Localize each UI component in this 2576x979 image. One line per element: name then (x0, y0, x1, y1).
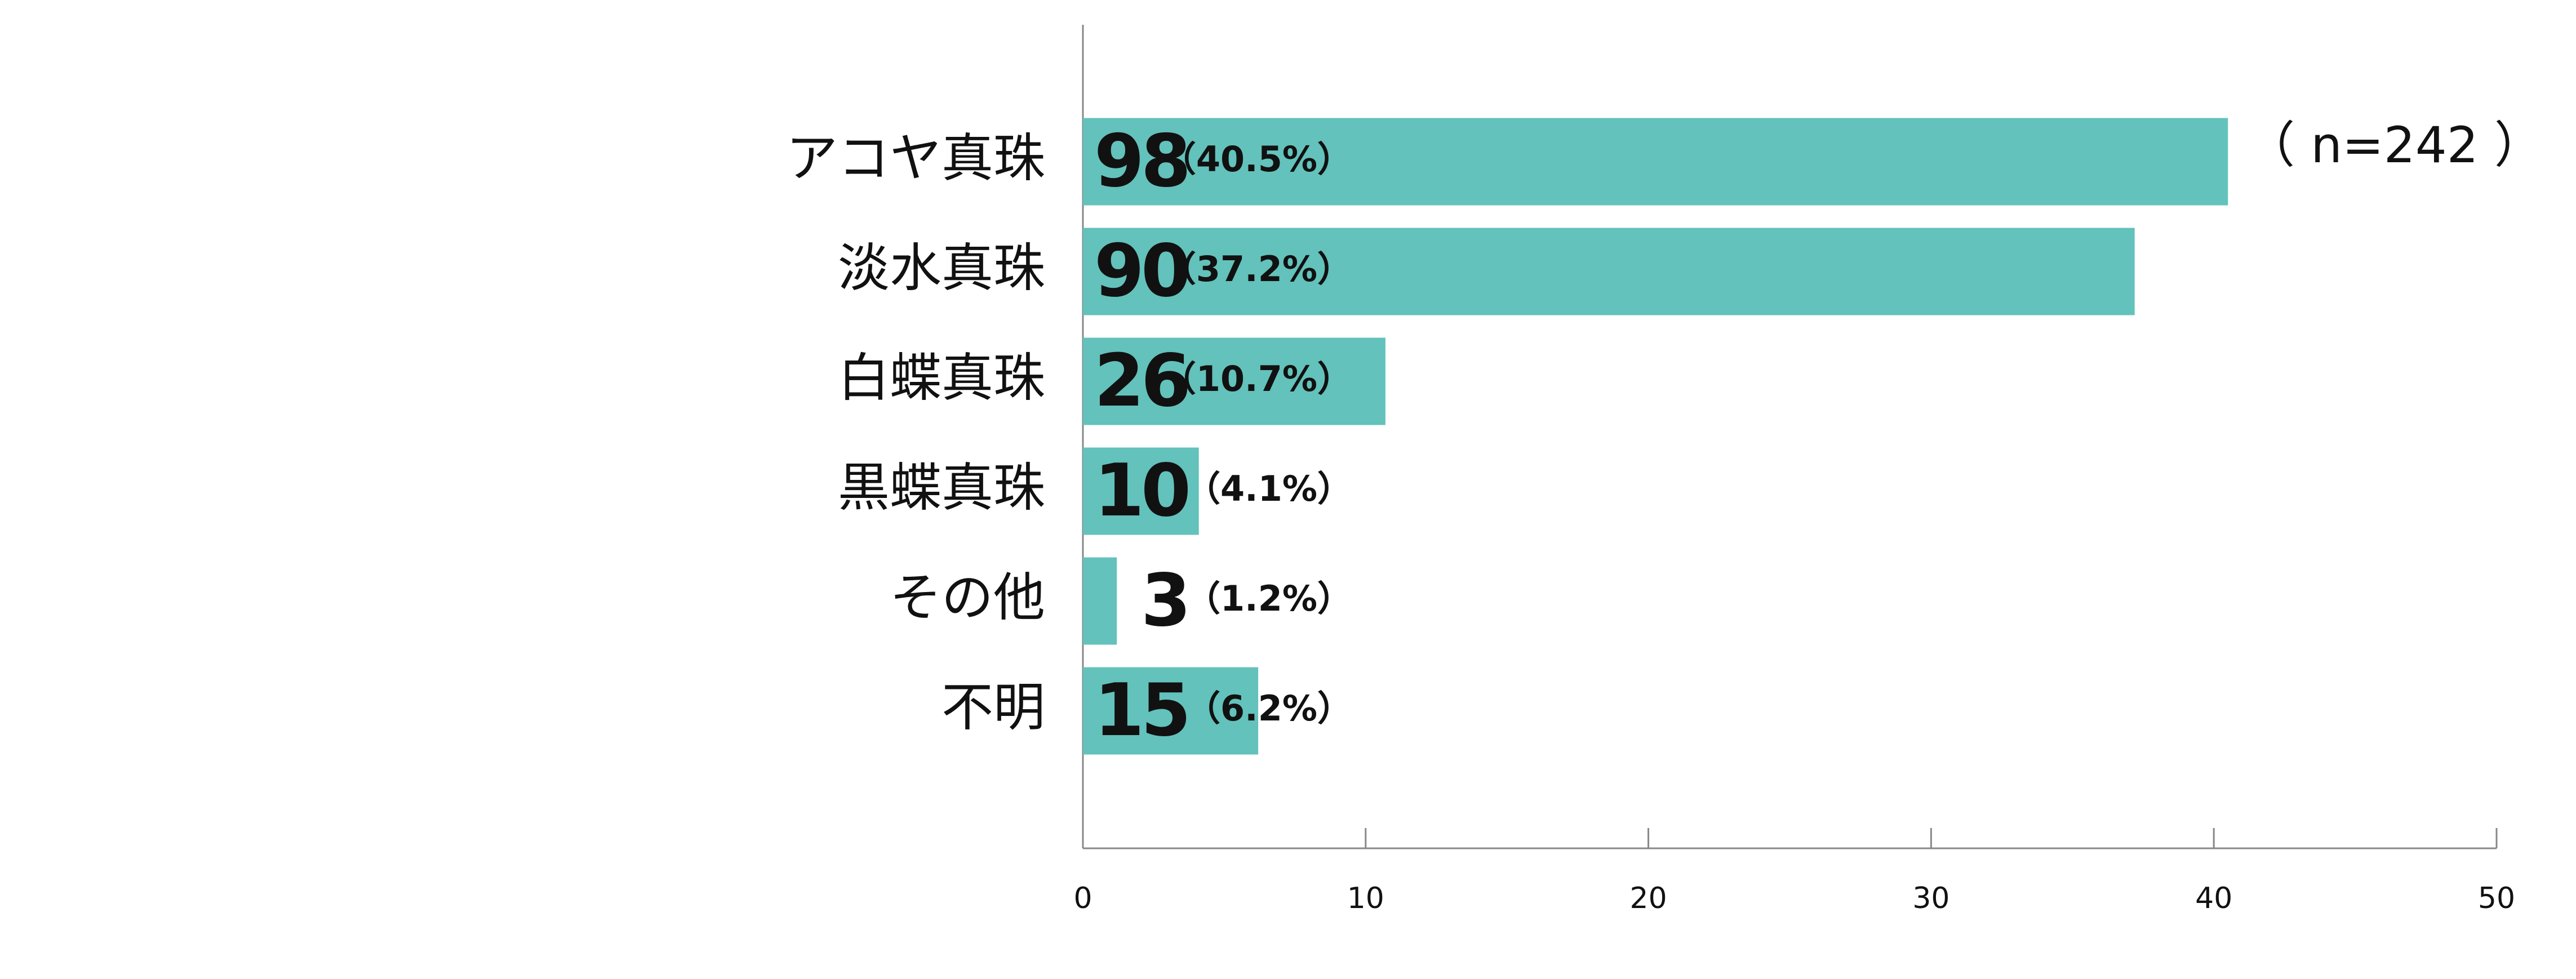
count-label: 10 (1094, 449, 1188, 533)
value-label: （1.2%） (1185, 578, 1352, 619)
category-label: 不明 (941, 677, 1045, 737)
bar (1083, 228, 2135, 315)
x-tick-label: 10 (1347, 882, 1384, 915)
bar (1083, 557, 1117, 645)
x-tick-label: 50 (2478, 882, 2515, 915)
x-tick-label: 0 (1073, 882, 1092, 915)
value-label: （37.2%） (1161, 248, 1352, 290)
bar (1083, 337, 1385, 425)
count-label: 26 (1094, 339, 1188, 423)
x-tick-label: 40 (2195, 882, 2232, 915)
x-tick-label: 30 (1912, 882, 1949, 915)
category-label: アコヤ真珠 (786, 128, 1045, 188)
value-label: （4.1%） (1185, 468, 1352, 509)
category-label: 黒蝶真珠 (838, 457, 1045, 518)
value-label: （10.7%） (1161, 358, 1352, 399)
bar (1083, 118, 2228, 206)
value-label: （6.2%） (1185, 688, 1352, 729)
bar (1083, 667, 1259, 755)
count-label: 15 (1094, 669, 1188, 753)
category-label: その他 (890, 567, 1045, 628)
bar (1083, 447, 1199, 535)
count-label: 98 (1094, 119, 1188, 203)
count-label: 3 (1141, 559, 1188, 643)
x-tick-label: 20 (1630, 882, 1667, 915)
category-label: 淡水真珠 (838, 238, 1045, 298)
category-label: 白蝶真珠 (838, 348, 1045, 408)
annotation: （ n=242 ） (2245, 116, 2543, 174)
value-label: （40.5%） (1161, 139, 1352, 180)
count-label: 90 (1094, 229, 1188, 313)
